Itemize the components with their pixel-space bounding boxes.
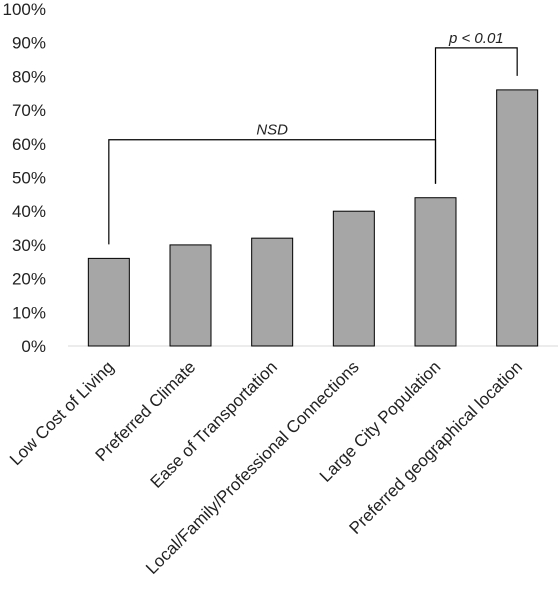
significance-bracket (434, 47, 518, 184)
significance-label: NSD (256, 122, 288, 139)
bar (414, 197, 457, 347)
bar (251, 237, 294, 347)
y-tick-label: 30% (12, 236, 46, 255)
y-tick-label: 90% (12, 34, 46, 53)
y-tick-label: 10% (12, 303, 46, 322)
x-category-label: Preferred geographical location (345, 357, 526, 538)
bar (169, 244, 212, 347)
y-tick-label: 0% (21, 337, 46, 356)
significance-brackets: NSD p < 0.01 (108, 30, 518, 245)
y-tick-label: 20% (12, 270, 46, 289)
y-tick-label: 50% (12, 169, 46, 188)
bar (87, 257, 130, 347)
y-axis-ticks: 0% 10% 20% 30% 40% 50% 60% 70% 80% 90% 100% (3, 0, 46, 356)
y-tick-label: 60% (12, 135, 46, 154)
y-tick-label: 40% (12, 202, 46, 221)
bars (87, 89, 539, 347)
y-tick-label: 80% (12, 67, 46, 86)
bar (496, 89, 539, 347)
significance-label: p < 0.01 (448, 30, 504, 47)
bar (332, 210, 375, 347)
significance-bracket (108, 139, 437, 245)
y-tick-label: 70% (12, 101, 46, 120)
y-tick-label: 100% (3, 0, 46, 19)
